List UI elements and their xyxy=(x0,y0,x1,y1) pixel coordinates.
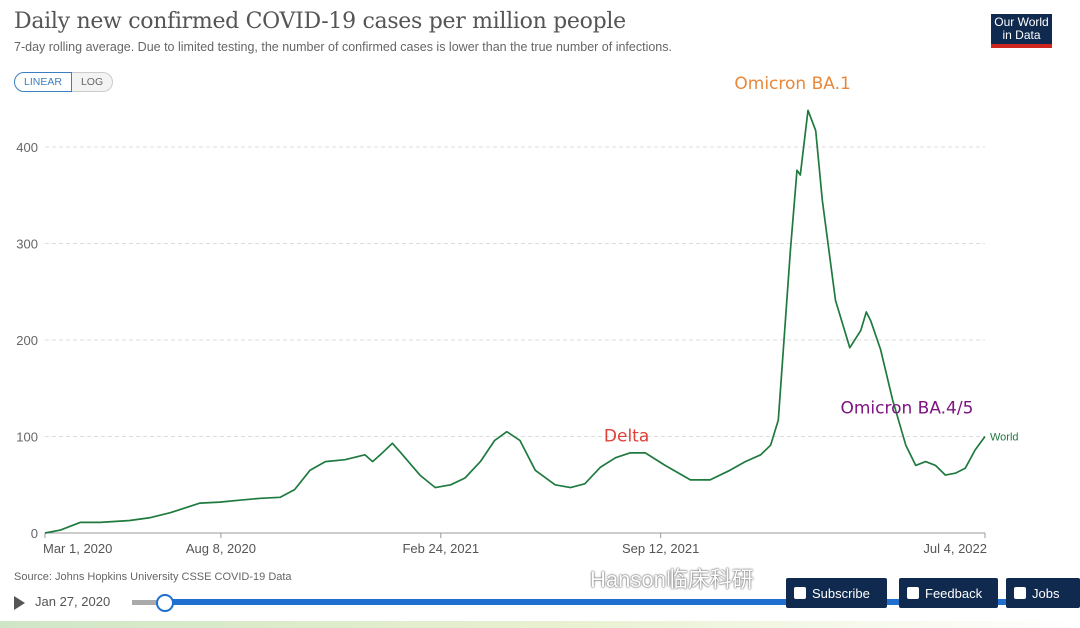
timeline-start-date: Jan 27, 2020 xyxy=(35,594,111,609)
x-tick-label: Mar 1, 2020 xyxy=(43,541,112,556)
feedback-button[interactable]: Feedback xyxy=(899,578,998,608)
subscribe-button[interactable]: Subscribe xyxy=(786,578,887,608)
series-line-world xyxy=(44,109,986,534)
series-label-world: World xyxy=(990,432,1019,444)
annotation-label: Delta xyxy=(604,426,649,446)
y-tick-label: 400 xyxy=(16,140,38,155)
play-icon[interactable] xyxy=(14,596,25,610)
subscribe-label: Subscribe xyxy=(812,585,870,601)
bottom-strip xyxy=(0,621,1080,628)
y-tick-label: 0 xyxy=(31,526,38,541)
watermark: Hanson临床科研 xyxy=(590,567,754,592)
feedback-label: Feedback xyxy=(925,585,983,601)
x-tick-label: Sep 12, 2021 xyxy=(622,541,699,556)
logo-line-1: Our World xyxy=(994,15,1049,29)
jobs-label: Jobs xyxy=(1032,585,1060,601)
timeline-slider[interactable] xyxy=(164,599,1044,605)
timeline: Jan 27, 2020 xyxy=(14,593,1080,613)
jobs-button[interactable]: Jobs xyxy=(1006,578,1080,608)
timeline-start-handle[interactable] xyxy=(156,594,174,612)
scale-toggle: LINEAR LOG xyxy=(14,72,114,92)
annotation-label: Omicron BA.1 xyxy=(734,74,850,94)
x-tick-label: Aug 8, 2020 xyxy=(186,541,256,556)
linear-button[interactable]: LINEAR xyxy=(14,72,72,92)
owid-logo[interactable]: Our World in Data xyxy=(991,14,1052,48)
briefcase-icon xyxy=(1014,587,1026,599)
x-tick-label: Feb 24, 2021 xyxy=(402,541,479,556)
log-button[interactable]: LOG xyxy=(71,72,114,92)
source-note: Source: Johns Hopkins University CSSE CO… xyxy=(14,571,292,583)
y-tick-label: 100 xyxy=(16,430,38,445)
chart-title: Daily new confirmed COVID-19 cases per m… xyxy=(14,9,626,34)
comment-icon xyxy=(907,587,919,599)
x-tick-label: Jul 4, 2022 xyxy=(923,541,987,556)
line-chart: 0 100 200 300 400 Mar 1, 2020 Aug 8, 2020 Feb 2… xyxy=(16,74,1019,556)
chart-subtitle: 7-day rolling average. Due to limited te… xyxy=(14,40,672,54)
y-tick-label: 200 xyxy=(16,333,38,348)
mail-icon xyxy=(794,587,806,599)
y-tick-label: 300 xyxy=(16,237,38,252)
logo-line-2: in Data xyxy=(1002,28,1041,42)
annotation-label: Omicron BA.4/5 xyxy=(840,398,973,418)
timeline-track-inactive xyxy=(132,600,164,605)
